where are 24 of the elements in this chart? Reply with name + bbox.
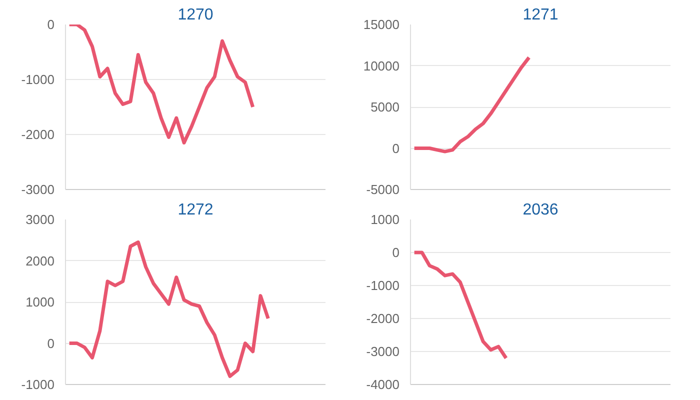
y-tick-label: 0 [47,336,55,351]
y-tick-label: 5000 [370,100,400,114]
chart-title: 1270 [178,6,214,24]
y-tick-label: -3000 [366,344,400,359]
y-tick-label: 3000 [26,212,54,227]
y-tick-label: -3000 [21,182,54,197]
y-tick-label: -2000 [21,127,54,142]
y-tick-label: -2000 [366,311,400,326]
y-tick-label: 10000 [363,58,400,74]
y-tick-label: -4000 [366,377,400,392]
y-tick-label: 0 [392,245,400,260]
y-tick-label: -5000 [366,182,400,197]
y-tick-label: 0 [392,140,400,156]
y-tick-label: 0 [47,17,55,32]
y-tick-label: 2000 [26,253,54,268]
y-tick-label: 15000 [363,17,400,32]
y-tick-label: -1000 [366,278,400,293]
chart-title: 1271 [522,6,558,24]
chart-title: 1272 [178,202,214,218]
y-tick-label: 1000 [370,212,400,227]
chart-title: 2036 [522,202,558,218]
y-tick-label: -1000 [21,377,54,392]
y-tick-label: -1000 [21,72,54,87]
y-tick-label: 1000 [26,294,54,310]
